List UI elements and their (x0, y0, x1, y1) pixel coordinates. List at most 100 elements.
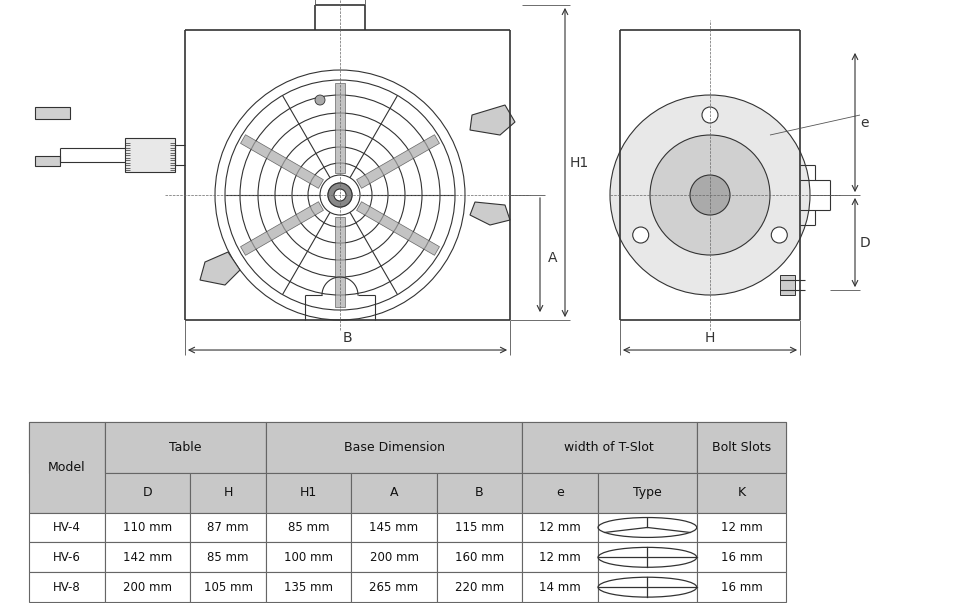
Text: 12 mm: 12 mm (720, 521, 761, 534)
Bar (696, 543, 785, 572)
Bar (29, 513, 105, 543)
Bar (521, 513, 598, 543)
Text: width of T-Slot: width of T-Slot (564, 441, 654, 454)
Text: HV-4: HV-4 (52, 521, 81, 534)
Text: 87 mm: 87 mm (207, 521, 249, 534)
Circle shape (701, 107, 718, 123)
Polygon shape (356, 201, 439, 255)
Bar (105, 422, 266, 473)
Text: 85 mm: 85 mm (288, 521, 330, 534)
Text: 12 mm: 12 mm (538, 551, 580, 564)
Bar (266, 422, 521, 473)
Polygon shape (240, 201, 323, 255)
Text: Bolt Slots: Bolt Slots (711, 441, 770, 454)
Circle shape (649, 135, 769, 255)
Text: 85 mm: 85 mm (207, 551, 249, 564)
Bar (436, 513, 521, 543)
Polygon shape (240, 134, 323, 188)
Text: D: D (143, 486, 152, 499)
Bar (29, 422, 105, 513)
Bar (436, 572, 521, 602)
Bar (521, 422, 696, 473)
Text: H1: H1 (569, 156, 589, 169)
Bar (29, 572, 105, 602)
Bar (266, 422, 521, 473)
FancyBboxPatch shape (35, 156, 60, 166)
Circle shape (609, 95, 809, 295)
Text: A: A (547, 250, 557, 265)
Bar (105, 513, 190, 543)
Bar (780, 275, 794, 295)
Text: 200 mm: 200 mm (369, 551, 418, 564)
Text: 14 mm: 14 mm (538, 581, 580, 594)
Text: 16 mm: 16 mm (720, 551, 761, 564)
Bar (29, 422, 105, 473)
Text: 16 mm: 16 mm (720, 581, 761, 594)
Text: HV-8: HV-8 (52, 581, 80, 594)
Bar (521, 473, 598, 513)
Text: 220 mm: 220 mm (455, 581, 503, 594)
Bar (351, 543, 436, 572)
Text: 160 mm: 160 mm (455, 551, 503, 564)
Circle shape (689, 175, 729, 215)
Bar (351, 473, 436, 513)
Bar (105, 572, 190, 602)
Text: H: H (704, 331, 715, 345)
Circle shape (632, 227, 648, 243)
Bar (598, 473, 696, 513)
Bar (598, 543, 696, 572)
Bar (696, 572, 785, 602)
Bar (436, 473, 521, 513)
Text: B: B (342, 331, 352, 345)
Bar (29, 543, 105, 572)
Bar (266, 572, 351, 602)
Bar (696, 473, 785, 513)
Bar (351, 572, 436, 602)
Text: 142 mm: 142 mm (123, 551, 172, 564)
Bar (696, 422, 785, 473)
Circle shape (328, 183, 352, 207)
FancyBboxPatch shape (35, 107, 70, 119)
Bar (521, 543, 598, 572)
Text: 105 mm: 105 mm (203, 581, 253, 594)
Polygon shape (470, 202, 510, 225)
Bar (190, 543, 266, 572)
Text: e: e (859, 116, 867, 130)
Bar (436, 543, 521, 572)
Text: Table: Table (169, 441, 202, 454)
Text: 145 mm: 145 mm (369, 521, 418, 534)
Text: 135 mm: 135 mm (284, 581, 333, 594)
Bar (190, 572, 266, 602)
Text: K: K (737, 486, 745, 499)
Text: B: B (475, 486, 483, 499)
Bar (190, 513, 266, 543)
FancyBboxPatch shape (125, 138, 174, 172)
Text: 12 mm: 12 mm (538, 521, 580, 534)
Polygon shape (335, 217, 345, 307)
Bar (105, 422, 266, 473)
Text: 115 mm: 115 mm (455, 521, 503, 534)
Polygon shape (200, 252, 240, 285)
Text: HV-6: HV-6 (52, 551, 81, 564)
Text: H: H (223, 486, 233, 499)
Bar (266, 513, 351, 543)
Bar (266, 543, 351, 572)
Bar (598, 572, 696, 602)
Circle shape (314, 95, 325, 105)
Bar (105, 473, 190, 513)
Circle shape (770, 227, 786, 243)
Bar (696, 513, 785, 543)
Text: e: e (556, 486, 563, 499)
Bar (598, 513, 696, 543)
Bar (521, 422, 696, 473)
Text: 200 mm: 200 mm (123, 581, 172, 594)
Bar (266, 473, 351, 513)
Text: Model: Model (48, 461, 86, 474)
Text: Base Dimension: Base Dimension (343, 441, 444, 454)
Text: 110 mm: 110 mm (123, 521, 172, 534)
Bar (190, 473, 266, 513)
Polygon shape (470, 105, 515, 135)
Bar (105, 543, 190, 572)
Circle shape (334, 189, 346, 201)
Text: 265 mm: 265 mm (369, 581, 418, 594)
